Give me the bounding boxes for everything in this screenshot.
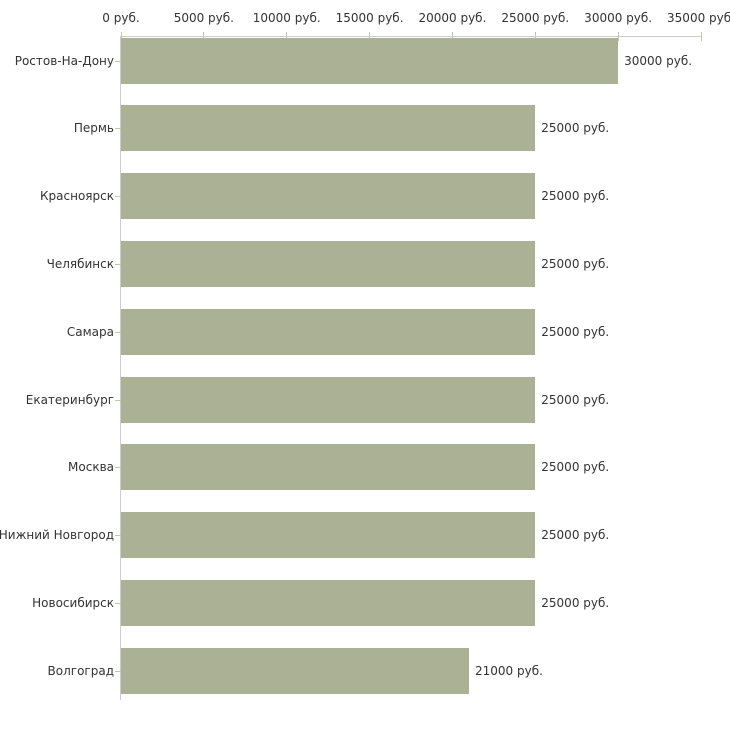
category-label: Ростов-На-Дону <box>14 53 114 68</box>
category-tick-mark <box>115 670 121 672</box>
bar-value-label: 25000 руб. <box>541 528 610 543</box>
x-axis-tick-mark <box>120 32 122 41</box>
bar <box>121 376 536 423</box>
category-label: Челябинск <box>46 256 114 271</box>
y-axis-line <box>120 36 121 700</box>
bar-value-label: 21000 руб. <box>475 663 543 678</box>
category-label: Екатеринбург <box>25 392 114 407</box>
category-tick-mark <box>115 263 121 265</box>
category-tick-mark <box>115 399 121 401</box>
x-axis-tick-mark <box>286 32 288 41</box>
bar <box>121 240 536 287</box>
category-tick-mark <box>115 60 121 62</box>
x-axis-tick-label: 5000 руб. <box>173 11 234 25</box>
bar-value-label: 25000 руб. <box>541 595 610 610</box>
bar <box>121 512 536 559</box>
x-axis-tick-mark <box>451 32 453 41</box>
bar <box>121 308 536 355</box>
x-axis-tick-label: 0 руб. <box>102 11 140 25</box>
x-axis-tick-mark <box>700 32 702 41</box>
bar <box>121 37 619 84</box>
x-axis-tick-label: 35000 руб. <box>667 11 730 25</box>
category-tick-mark <box>115 196 121 198</box>
category-label: Пермь <box>73 121 114 136</box>
x-axis-tick-mark <box>369 32 371 41</box>
bar <box>121 579 536 626</box>
category-tick-mark <box>115 535 121 537</box>
bar-value-label: 25000 руб. <box>541 256 610 271</box>
bar <box>121 647 469 694</box>
bar-value-label: 25000 руб. <box>541 121 610 136</box>
bar-value-label: 30000 руб. <box>624 53 693 68</box>
bar-value-label: 25000 руб. <box>541 460 610 475</box>
bar-value-label: 25000 руб. <box>541 392 610 407</box>
x-axis-tick-label: 30000 руб. <box>584 11 653 25</box>
bar <box>121 105 536 152</box>
bar <box>121 444 536 491</box>
x-axis-tick-mark <box>203 32 205 41</box>
category-tick-mark <box>115 128 121 130</box>
category-label: Самара <box>66 324 114 339</box>
x-axis-tick-mark <box>534 32 536 41</box>
category-label: Москва <box>68 460 114 475</box>
x-axis-line <box>121 36 701 37</box>
x-axis-tick-label: 20000 руб. <box>418 11 487 25</box>
bar-value-label: 25000 руб. <box>541 324 610 339</box>
bar-value-label: 25000 руб. <box>541 189 610 204</box>
x-axis-tick-label: 15000 руб. <box>335 11 404 25</box>
category-label: Красноярск <box>40 189 114 204</box>
category-label: Новосибирск <box>32 595 114 610</box>
category-label: Нижний Новгород <box>0 528 114 543</box>
x-axis-tick-label: 25000 руб. <box>501 11 570 25</box>
category-tick-mark <box>115 331 121 333</box>
category-tick-mark <box>115 467 121 469</box>
x-axis-tick-label: 10000 руб. <box>252 11 321 25</box>
category-tick-mark <box>115 602 121 604</box>
x-axis-tick-mark <box>617 32 619 41</box>
bar <box>121 173 536 220</box>
category-label: Волгоград <box>47 663 114 678</box>
